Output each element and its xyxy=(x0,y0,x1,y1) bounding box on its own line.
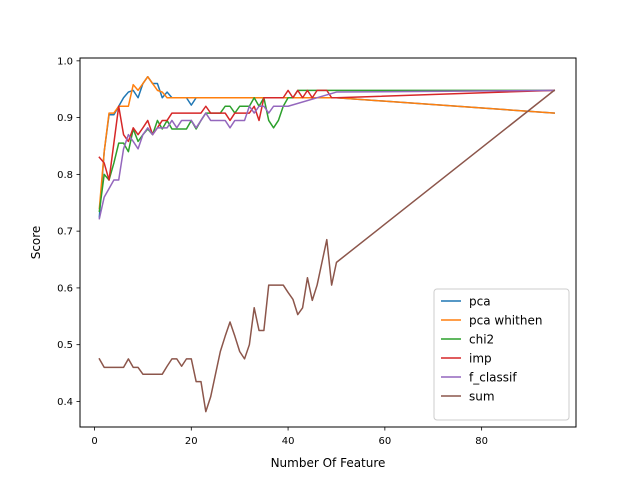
y-tick-label: 0.4 xyxy=(57,397,73,408)
y-tick-label: 0.9 xyxy=(57,113,73,124)
x-tick-label: 40 xyxy=(282,436,295,447)
series-line-imp xyxy=(98,89,555,181)
y-tick-label: 0.5 xyxy=(57,340,73,351)
series-line-sum xyxy=(98,89,556,413)
x-axis-ticks: 0 20 40 60 80 xyxy=(91,427,488,447)
y-tick-label: 0.6 xyxy=(57,283,73,294)
y-tick-label: 0.8 xyxy=(57,170,73,181)
x-tick-label: 80 xyxy=(475,436,488,447)
x-axis-label: Number Of Feature xyxy=(271,456,386,470)
legend-label: chi2 xyxy=(469,333,494,347)
series-layer xyxy=(98,75,556,413)
y-tick-label: 1.0 xyxy=(57,56,73,67)
series-line-f-classif xyxy=(98,89,555,220)
x-tick-label: 20 xyxy=(185,436,198,447)
legend-label: pca whithen xyxy=(469,314,542,328)
y-axis-label: Score xyxy=(29,226,43,260)
legend-box xyxy=(433,288,570,421)
x-tick-label: 60 xyxy=(378,436,391,447)
legend-label: sum xyxy=(469,390,495,404)
legend-label: f_classif xyxy=(469,371,517,385)
plot-frame xyxy=(79,57,577,428)
y-axis-ticks: 0.4 0.5 0.6 0.7 0.8 0.9 1.0 xyxy=(57,56,80,408)
legend-label: pca xyxy=(469,295,491,309)
x-tick-label: 0 xyxy=(91,436,97,447)
y-tick-label: 0.7 xyxy=(57,227,73,238)
legend-label: imp xyxy=(469,352,492,366)
